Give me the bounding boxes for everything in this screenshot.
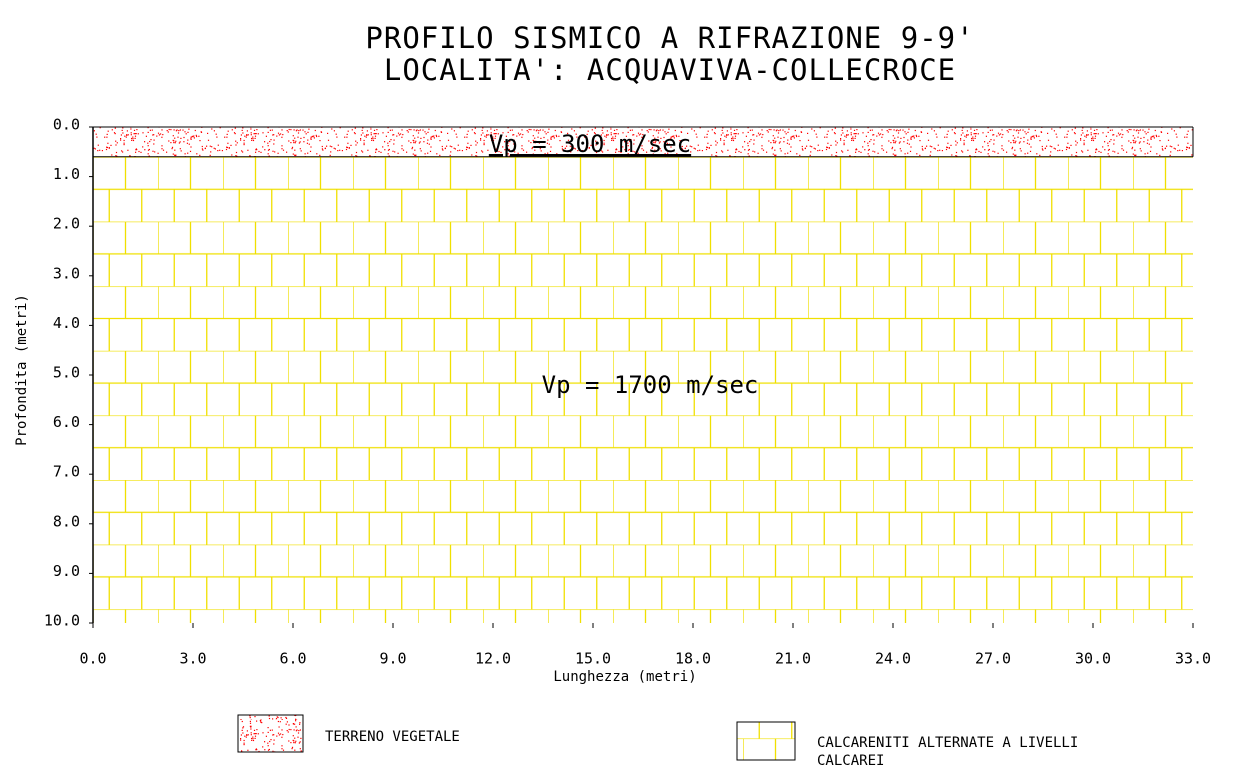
y-tick-label: 7.0	[53, 463, 80, 481]
x-tick-label: 9.0	[379, 650, 406, 668]
y-axis-label: Profondita (metri)	[14, 294, 30, 446]
title: PROFILO SISMICO A RIFRAZIONE 9-9'	[365, 21, 974, 55]
layer-limestone	[93, 156, 1193, 623]
subtitle: LOCALITA': ACQUAVIVA-COLLECROCE	[384, 53, 956, 87]
x-tick-label: 18.0	[675, 650, 711, 668]
x-axis-label: Lunghezza (metri)	[553, 669, 696, 685]
x-tick-label: 0.0	[79, 650, 106, 668]
legend-label: TERRENO VEGETALE	[325, 729, 460, 745]
y-tick-label: 4.0	[53, 314, 80, 332]
x-tick-label: 12.0	[475, 650, 511, 668]
y-tick-label: 6.0	[53, 413, 80, 431]
layer-label: Vp = 300 m/sec	[489, 130, 691, 158]
x-tick-label: 24.0	[875, 650, 911, 668]
x-tick-label: 3.0	[179, 650, 206, 668]
x-tick-label: 21.0	[775, 650, 811, 668]
legend-swatch-soil	[237, 714, 304, 753]
y-tick-label: 8.0	[53, 512, 80, 530]
y-tick-label: 10.0	[44, 612, 80, 630]
y-tick-label: 9.0	[53, 562, 80, 580]
x-tick-label: 15.0	[575, 650, 611, 668]
x-tick-label: 6.0	[279, 650, 306, 668]
y-tick-label: 2.0	[53, 215, 80, 233]
y-tick-label: 0.0	[53, 116, 80, 134]
y-tick-label: 3.0	[53, 264, 80, 282]
x-tick-label: 33.0	[1175, 650, 1211, 668]
layer-label: Vp = 1700 m/sec	[542, 371, 759, 399]
y-tick-label: 1.0	[53, 165, 80, 183]
legend-swatch-limestone	[736, 721, 796, 761]
x-tick-label: 27.0	[975, 650, 1011, 668]
legend-label: CALCARENITI ALTERNATE A LIVELLI CALCAREI	[817, 735, 1079, 769]
y-tick-label: 5.0	[53, 364, 80, 382]
layer-soil	[93, 127, 1193, 157]
x-tick-label: 30.0	[1075, 650, 1111, 668]
